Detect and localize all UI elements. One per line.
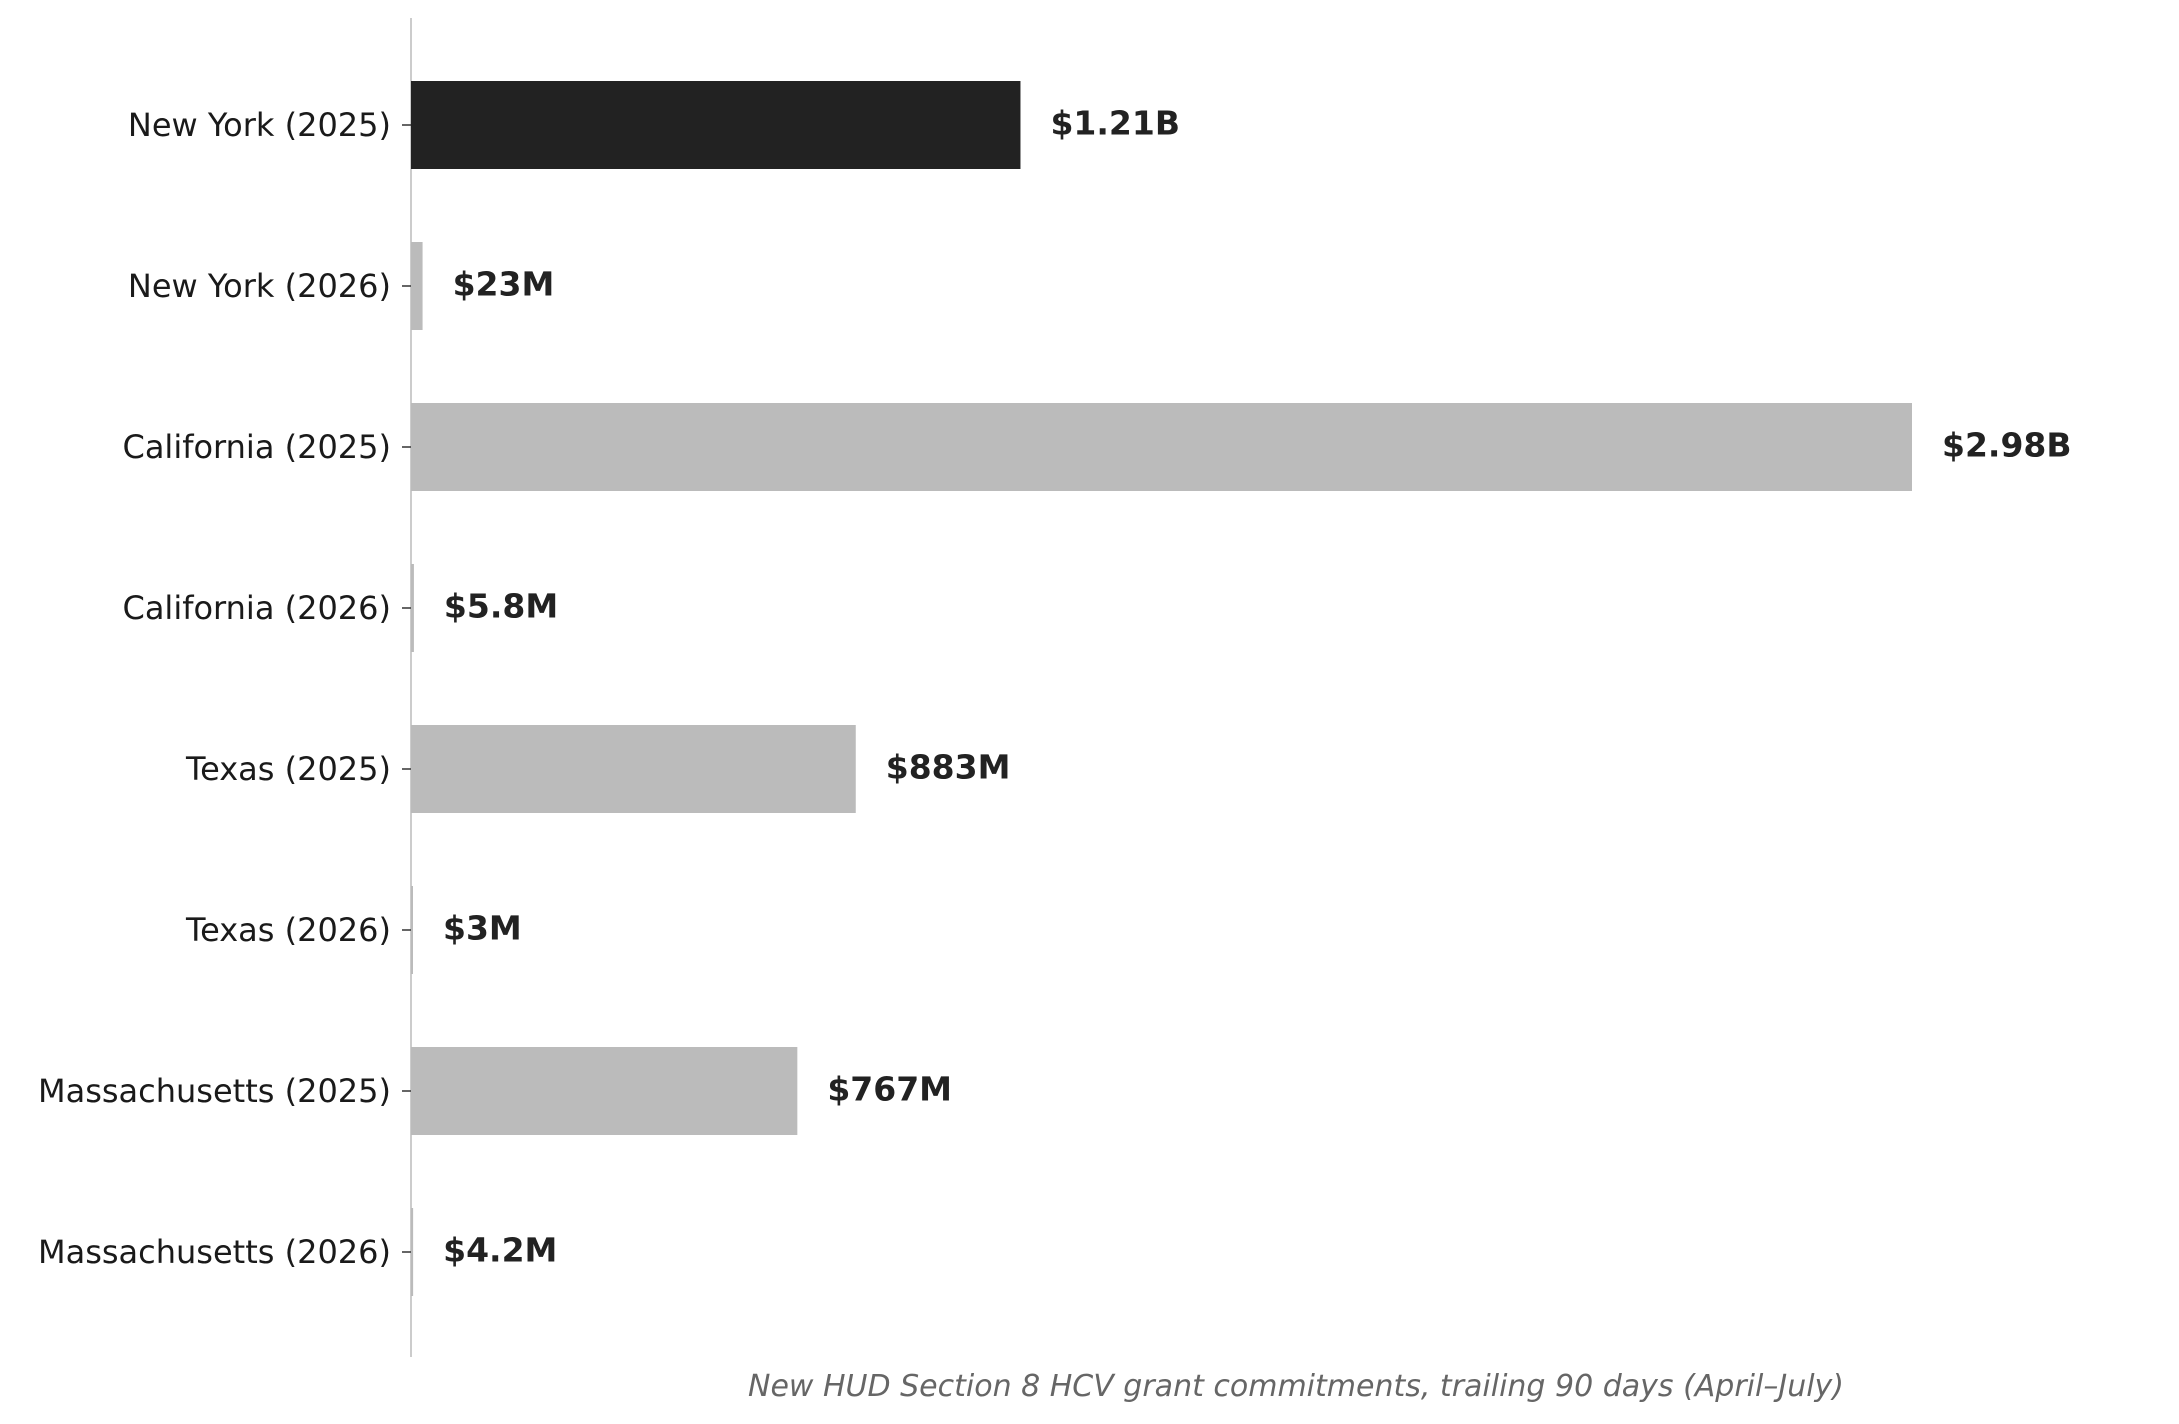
category-labels: New York (2025) New York (2026) California…: [38, 106, 391, 1271]
y-axis-ticks: [402, 124, 411, 1253]
bar: [411, 403, 1912, 491]
bar: [411, 1047, 798, 1135]
value-label: $2.98B: [1942, 426, 2072, 465]
chart-caption: New HUD Section 8 HCV grant commitments,…: [748, 1369, 1844, 1404]
bar: [411, 725, 856, 813]
category-label: Massachusetts (2025): [38, 1072, 391, 1110]
bar: [411, 1208, 414, 1296]
value-label: $5.8M: [444, 587, 558, 626]
value-label: $883M: [886, 748, 1011, 787]
value-label: $23M: [453, 265, 555, 304]
value-label: $1.21B: [1050, 104, 1180, 143]
bar: [411, 886, 413, 974]
category-label: Texas (2026): [185, 911, 391, 949]
category-label: California (2025): [122, 428, 391, 466]
category-label: New York (2026): [128, 267, 391, 305]
category-label: New York (2025): [128, 106, 391, 144]
category-label: Texas (2025): [185, 750, 391, 788]
bar: [411, 564, 414, 652]
value-label: $4.2M: [443, 1231, 557, 1270]
category-label: California (2026): [122, 589, 391, 627]
bar: [411, 81, 1021, 169]
value-labels: $1.21B $23M $2.98B $5.8M $883M $3M $767M $4.2M: [443, 104, 2072, 1270]
bar: [411, 242, 423, 330]
bars: [411, 81, 1912, 1296]
value-label: $3M: [443, 909, 522, 948]
value-label: $767M: [827, 1070, 952, 1109]
category-label: Massachusetts (2026): [38, 1233, 391, 1271]
